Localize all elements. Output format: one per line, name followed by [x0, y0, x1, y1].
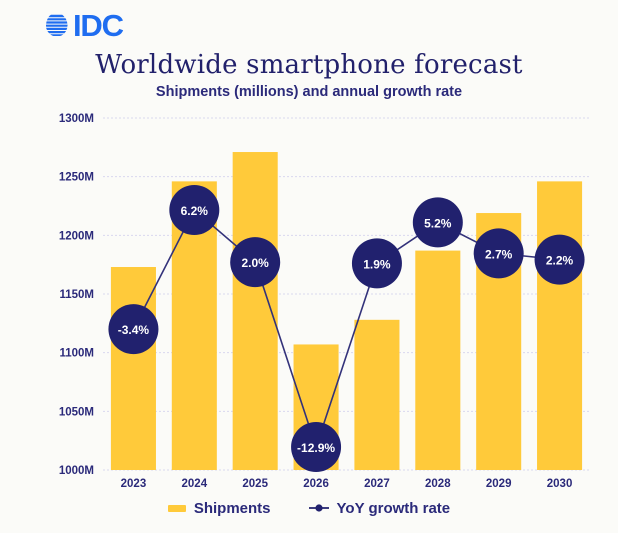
x-axis-labels: 2023 2024 2025 2026 2027 2028 2029 2030 [121, 478, 573, 490]
growth-markers: -3.4% 6.2% 2.0% -12.9% 1.9% 5.2% 2.7% 2.2% [108, 185, 585, 472]
svg-text:1100M: 1100M [59, 348, 94, 360]
svg-text:1250M: 1250M [59, 172, 94, 184]
logo-wordmark: IDC [73, 7, 124, 43]
legend-label-growth-rate: YoY growth rate [336, 500, 451, 517]
growth-marker-2024 [169, 185, 220, 235]
x-label-2023: 2023 [121, 478, 147, 490]
growth-marker-2026 [291, 422, 342, 472]
growth-marker-2030 [534, 234, 585, 285]
svg-text:2.2%: 2.2% [546, 254, 574, 268]
bar-2025 [232, 152, 278, 470]
svg-text:5.2%: 5.2% [424, 216, 452, 230]
legend-label-shipments: Shipments [193, 500, 271, 517]
x-label-2030: 2030 [547, 478, 573, 490]
svg-text:1300M: 1300M [59, 113, 94, 125]
growth-marker-2025 [230, 237, 281, 288]
x-label-2024: 2024 [182, 478, 208, 490]
x-label-2028: 2028 [425, 478, 451, 490]
svg-text:1.9%: 1.9% [363, 257, 391, 271]
y-axis-labels: 1000M 1050M 1100M 1150M 1200M 1250M 1300M [59, 113, 94, 477]
svg-text:1150M: 1150M [59, 289, 94, 301]
bar-2030 [537, 181, 583, 471]
bar-2024 [171, 181, 217, 471]
growth-line-series [132, 208, 560, 450]
svg-text:6.2%: 6.2% [181, 204, 209, 218]
idc-logo: IDC [46, 7, 124, 43]
bar-series [110, 152, 583, 471]
growth-rate-swatch-icon [308, 500, 329, 517]
x-label-2029: 2029 [486, 478, 512, 490]
chart-subtitle: Shipments (millions) and annual growth r… [155, 84, 463, 100]
growth-marker-2023 [108, 304, 159, 355]
shipments-swatch-icon [167, 505, 186, 512]
svg-text:1050M: 1050M [59, 406, 94, 418]
growth-marker-2028 [412, 197, 463, 248]
growth-marker-2027 [351, 238, 402, 289]
bar-2027 [354, 319, 400, 470]
chart-legend: Shipments YoY growth rate [0, 500, 618, 517]
x-label-2027: 2027 [364, 478, 390, 490]
globe-icon [46, 14, 68, 36]
legend-item-growth-rate[interactable]: YoY growth rate [308, 500, 451, 517]
chart-title: Worldwide smartphone forecast [95, 50, 523, 80]
legend-item-shipments[interactable]: Shipments [167, 500, 271, 517]
svg-text:2.0%: 2.0% [242, 256, 270, 270]
bar-2029 [476, 213, 522, 471]
svg-text:-12.9%: -12.9% [297, 441, 335, 455]
svg-text:-3.4%: -3.4% [118, 323, 150, 337]
svg-text:1000M: 1000M [59, 465, 94, 477]
bar-2023 [110, 267, 156, 470]
gridlines [103, 117, 590, 471]
svg-text:2.7%: 2.7% [485, 247, 513, 261]
x-label-2026: 2026 [303, 478, 329, 490]
svg-text:1200M: 1200M [59, 230, 94, 242]
x-label-2025: 2025 [242, 478, 268, 490]
bar-2026 [293, 344, 339, 470]
bar-2028 [415, 250, 461, 470]
growth-marker-2029 [473, 228, 524, 279]
